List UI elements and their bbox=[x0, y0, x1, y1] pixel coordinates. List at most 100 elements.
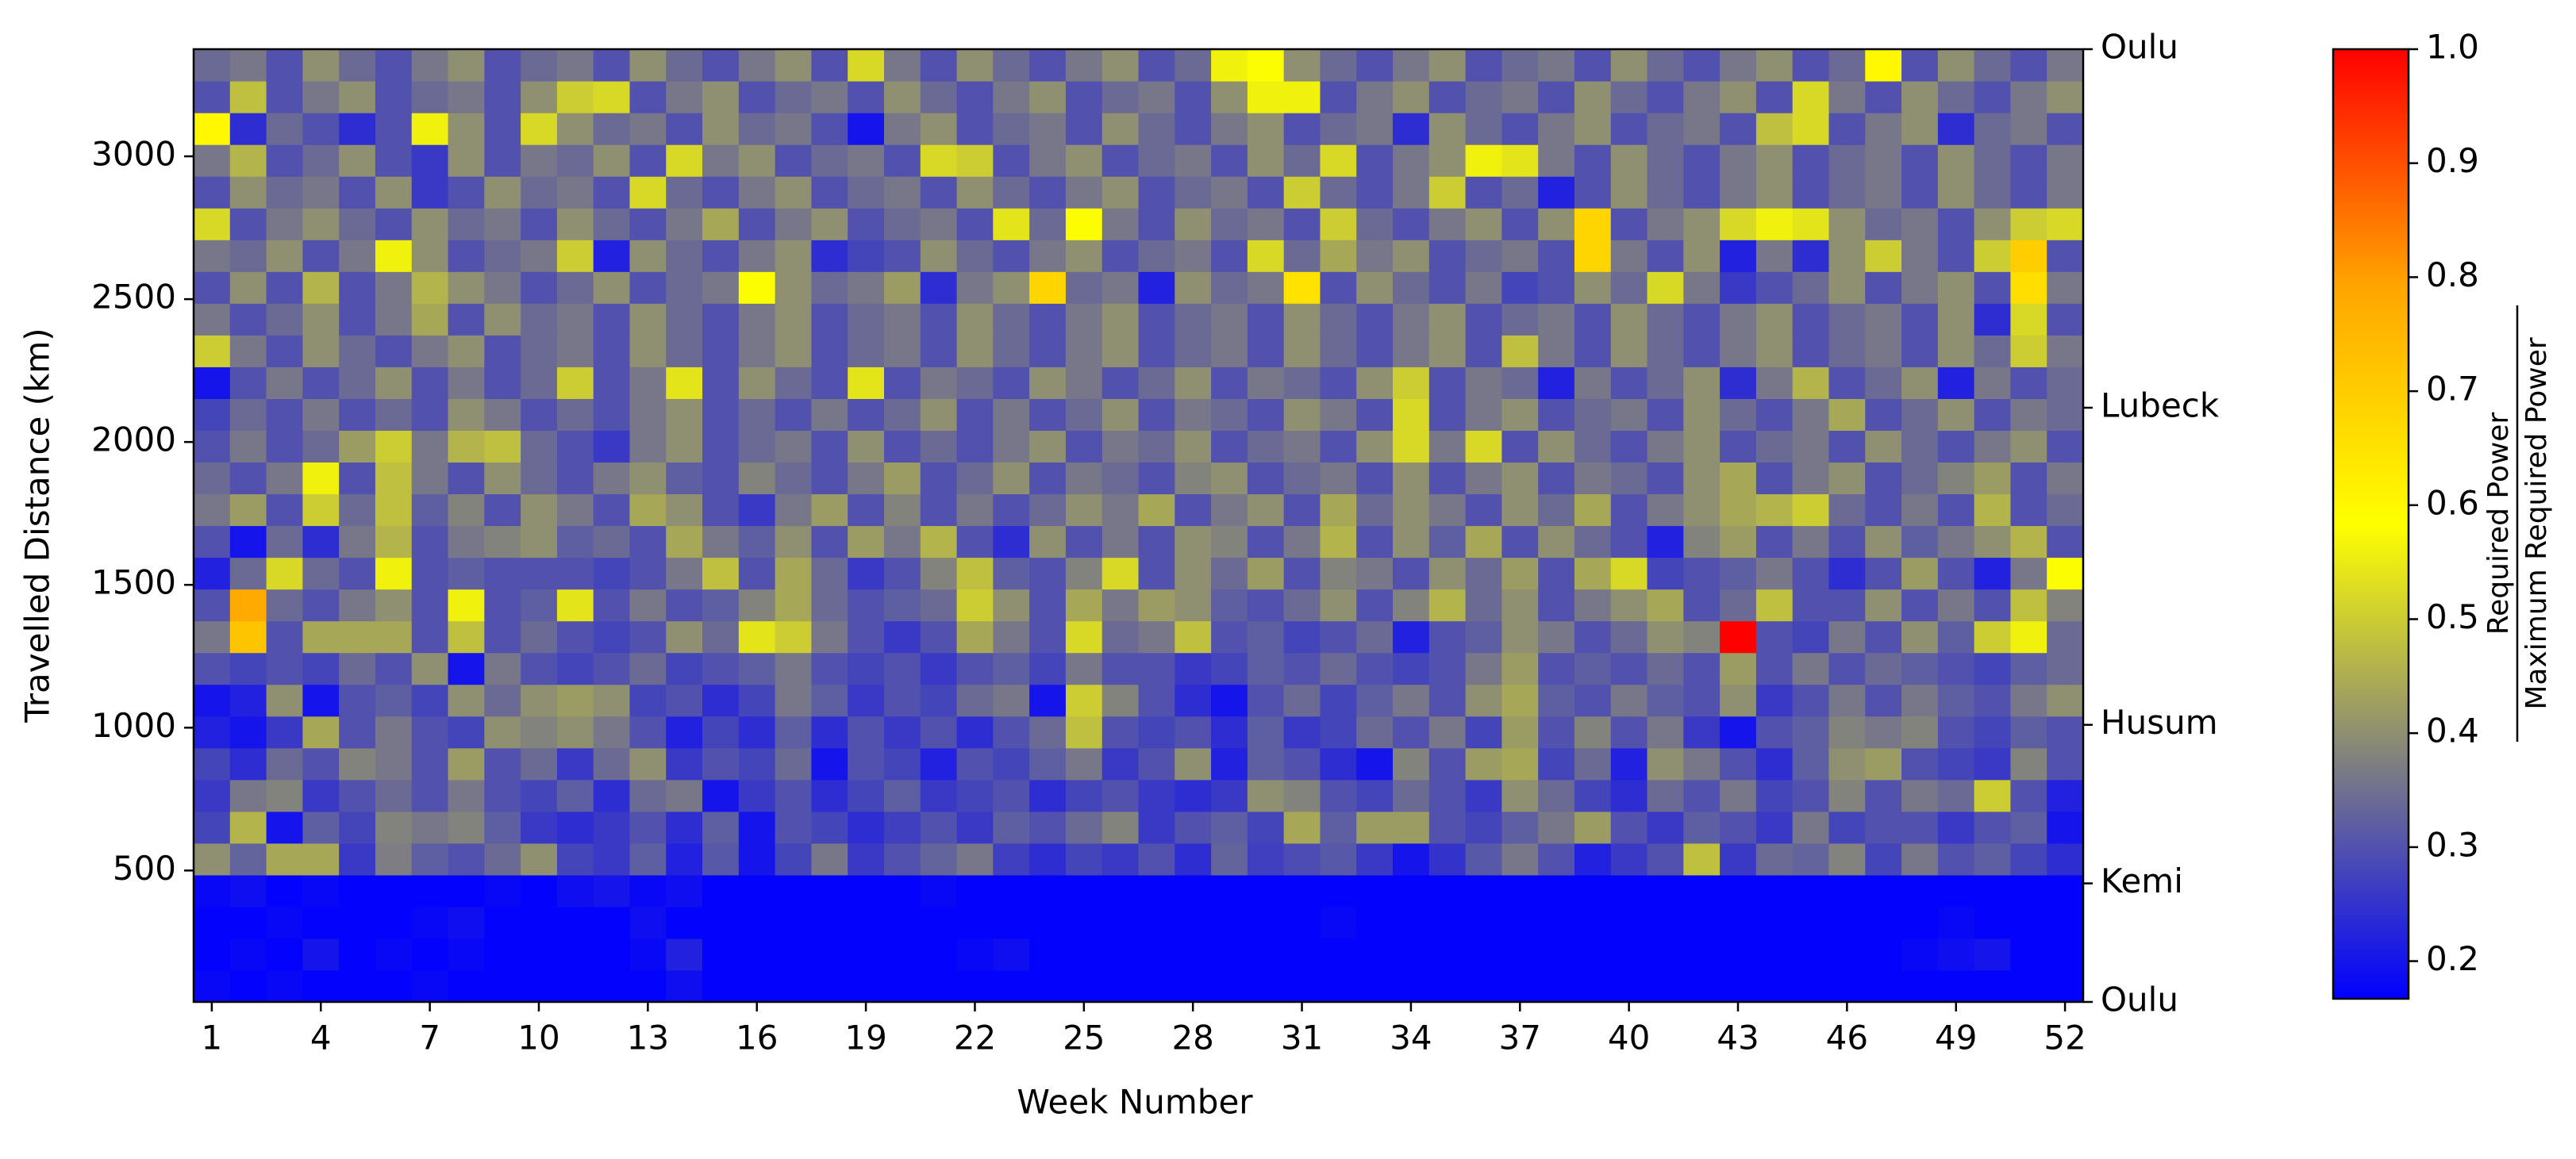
heatmap-cell bbox=[1792, 81, 1830, 113]
heatmap-cell bbox=[2047, 430, 2084, 463]
heatmap-cell bbox=[1683, 906, 1721, 939]
heatmap-cell bbox=[1138, 430, 1175, 463]
heatmap-cell bbox=[1683, 779, 1721, 812]
heatmap-cell bbox=[1538, 969, 1575, 1003]
heatmap-cell bbox=[702, 335, 740, 367]
y2-tick-label: Kemi bbox=[2101, 862, 2183, 900]
heatmap-cell bbox=[2010, 620, 2047, 654]
colorbar-tick-label: 0.9 bbox=[2426, 141, 2479, 180]
heatmap-cell bbox=[1356, 779, 1394, 812]
heatmap-cell bbox=[593, 303, 631, 336]
heatmap-cell bbox=[738, 779, 776, 812]
heatmap-cell bbox=[1029, 589, 1067, 622]
heatmap-cell bbox=[1901, 493, 1939, 527]
heatmap-cell bbox=[1029, 716, 1067, 749]
heatmap-cell bbox=[411, 620, 449, 654]
heatmap-cell bbox=[1901, 398, 1939, 431]
heatmap-cell bbox=[411, 716, 449, 749]
heatmap-cell bbox=[266, 81, 303, 113]
heatmap-cell bbox=[1393, 271, 1430, 304]
heatmap-cell bbox=[1974, 303, 2012, 336]
heatmap-cell bbox=[411, 557, 449, 590]
heatmap-cell bbox=[1138, 969, 1175, 1003]
heatmap-cell bbox=[738, 938, 776, 971]
heatmap-cell bbox=[1865, 144, 1902, 177]
heatmap-cell bbox=[1465, 620, 1502, 654]
colorbar-tick-label: 1.0 bbox=[2426, 28, 2479, 67]
heatmap-cell bbox=[1610, 49, 1648, 82]
heatmap-cell bbox=[484, 240, 521, 272]
heatmap-cell bbox=[484, 652, 521, 685]
heatmap-cell bbox=[593, 969, 631, 1003]
heatmap-cell bbox=[229, 874, 267, 908]
heatmap-cell bbox=[1720, 557, 1757, 590]
heatmap-cell bbox=[1283, 620, 1321, 654]
heatmap-cell bbox=[1901, 240, 1939, 272]
heatmap-cell bbox=[1102, 716, 1140, 749]
heatmap-cell bbox=[266, 525, 303, 558]
heatmap-cell bbox=[1901, 144, 1939, 177]
heatmap-cell bbox=[1393, 779, 1430, 812]
heatmap-cell bbox=[411, 906, 449, 939]
heatmap-cell bbox=[1828, 652, 1866, 685]
heatmap-cell bbox=[1792, 620, 1830, 654]
heatmap-cell bbox=[1320, 367, 1357, 399]
heatmap-cell bbox=[1901, 462, 1939, 495]
heatmap-cell bbox=[1574, 398, 1612, 431]
heatmap-cell bbox=[775, 81, 813, 113]
heatmap-cell bbox=[956, 335, 994, 367]
heatmap-cell bbox=[375, 874, 413, 908]
heatmap-cell bbox=[266, 240, 303, 272]
heatmap-cell bbox=[375, 462, 413, 495]
heatmap-cell bbox=[848, 589, 885, 622]
heatmap-cell bbox=[1538, 842, 1575, 876]
heatmap-cell bbox=[2010, 49, 2047, 82]
heatmap-cell bbox=[1755, 462, 1794, 495]
heatmap-cell bbox=[2047, 176, 2084, 209]
heatmap-cell bbox=[1175, 49, 1212, 82]
heatmap-cell bbox=[1175, 938, 1212, 971]
heatmap-cell bbox=[629, 430, 667, 463]
heatmap-cell bbox=[521, 367, 558, 399]
heatmap-cell bbox=[1610, 557, 1648, 590]
heatmap-cell bbox=[2010, 271, 2047, 304]
heatmap-cell bbox=[811, 938, 848, 971]
heatmap-cell bbox=[1029, 747, 1067, 781]
heatmap-cell bbox=[811, 493, 848, 527]
heatmap-cell bbox=[1320, 335, 1357, 367]
heatmap-cell bbox=[666, 938, 703, 971]
heatmap-cell bbox=[1574, 779, 1612, 812]
heatmap-cell bbox=[1465, 874, 1502, 908]
heatmap-cell bbox=[302, 176, 340, 209]
heatmap-cell bbox=[1356, 747, 1394, 781]
heatmap-cell bbox=[1901, 430, 1939, 463]
heatmap-cell bbox=[194, 144, 231, 177]
heatmap-cell bbox=[266, 303, 303, 336]
heatmap-cell bbox=[448, 874, 485, 908]
heatmap-cell bbox=[1610, 367, 1648, 399]
x-axis-label: Week Number bbox=[1017, 1083, 1253, 1122]
heatmap-cell bbox=[1937, 842, 1975, 876]
heatmap-cell bbox=[1538, 144, 1575, 177]
heatmap-cell bbox=[1138, 652, 1175, 685]
heatmap-cell bbox=[1175, 557, 1212, 590]
heatmap-cell bbox=[448, 113, 485, 145]
heatmap-cell bbox=[1683, 811, 1721, 844]
heatmap-cell bbox=[811, 811, 848, 844]
heatmap-cell bbox=[2047, 208, 2084, 240]
heatmap-cell bbox=[666, 81, 703, 113]
heatmap-cell bbox=[375, 144, 413, 177]
heatmap-cell bbox=[2047, 589, 2084, 622]
heatmap-cell bbox=[229, 335, 267, 367]
heatmap-cell bbox=[1538, 684, 1575, 717]
heatmap-cell bbox=[411, 240, 449, 272]
heatmap-cell bbox=[1029, 176, 1067, 209]
heatmap-cell bbox=[2010, 430, 2047, 463]
heatmap-cell bbox=[629, 716, 667, 749]
heatmap-cell bbox=[1901, 557, 1939, 590]
heatmap-cell bbox=[993, 906, 1030, 939]
heatmap-cell bbox=[1683, 271, 1721, 304]
heatmap-cell bbox=[1755, 240, 1794, 272]
heatmap-cell bbox=[1683, 842, 1721, 876]
heatmap-cell bbox=[1610, 271, 1648, 304]
